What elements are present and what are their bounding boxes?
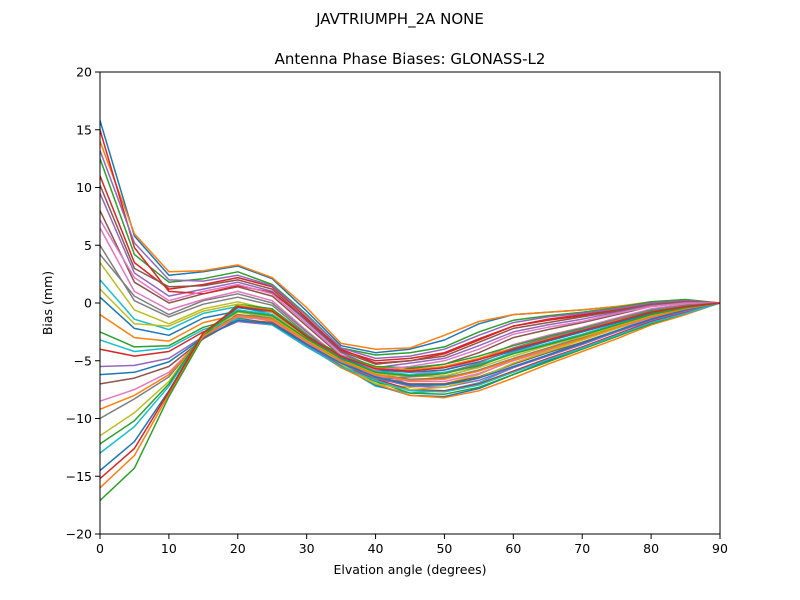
y-axis-label: Bias (mm) [40, 271, 55, 335]
chart-suptitle: JAVTRIUMPH_2A NONE [315, 10, 484, 29]
series-line [100, 254, 720, 380]
series-line [100, 141, 720, 350]
y-tick-label: −10 [66, 411, 92, 426]
x-tick-label: 50 [436, 541, 452, 556]
x-tick-label: 90 [712, 541, 728, 556]
x-tick-label: 40 [368, 541, 384, 556]
x-tick-label: 0 [96, 541, 104, 556]
x-tick-label: 80 [643, 541, 659, 556]
chart-title: Antenna Phase Biases: GLONASS-L2 [275, 50, 546, 68]
y-tick-label: 15 [76, 122, 92, 137]
x-tick-label: 60 [505, 541, 521, 556]
series-line [100, 158, 720, 356]
series-line [100, 302, 720, 395]
series-line [100, 302, 720, 399]
series-line [100, 184, 720, 365]
y-tick-label: 0 [84, 296, 92, 311]
y-tick-label: 10 [76, 180, 92, 195]
series-line [100, 302, 720, 410]
x-axis-label: Elvation angle (degrees) [333, 562, 486, 577]
series-group [100, 120, 720, 502]
y-tick-label: 5 [84, 238, 92, 253]
series-line [100, 219, 720, 371]
y-tick-label: −20 [66, 527, 92, 542]
series-line [100, 175, 720, 362]
x-tick-label: 10 [161, 541, 177, 556]
series-line [100, 288, 720, 391]
series-line [100, 302, 720, 480]
series-line [100, 150, 720, 360]
x-tick-label: 70 [574, 541, 590, 556]
y-tick-label: 20 [76, 65, 92, 80]
y-tick-label: −15 [66, 469, 92, 484]
x-tick-label: 20 [230, 541, 246, 556]
series-line [100, 193, 720, 369]
y-tick-label: −5 [74, 353, 92, 368]
x-tick-label: 30 [299, 541, 315, 556]
series-line [100, 302, 720, 393]
